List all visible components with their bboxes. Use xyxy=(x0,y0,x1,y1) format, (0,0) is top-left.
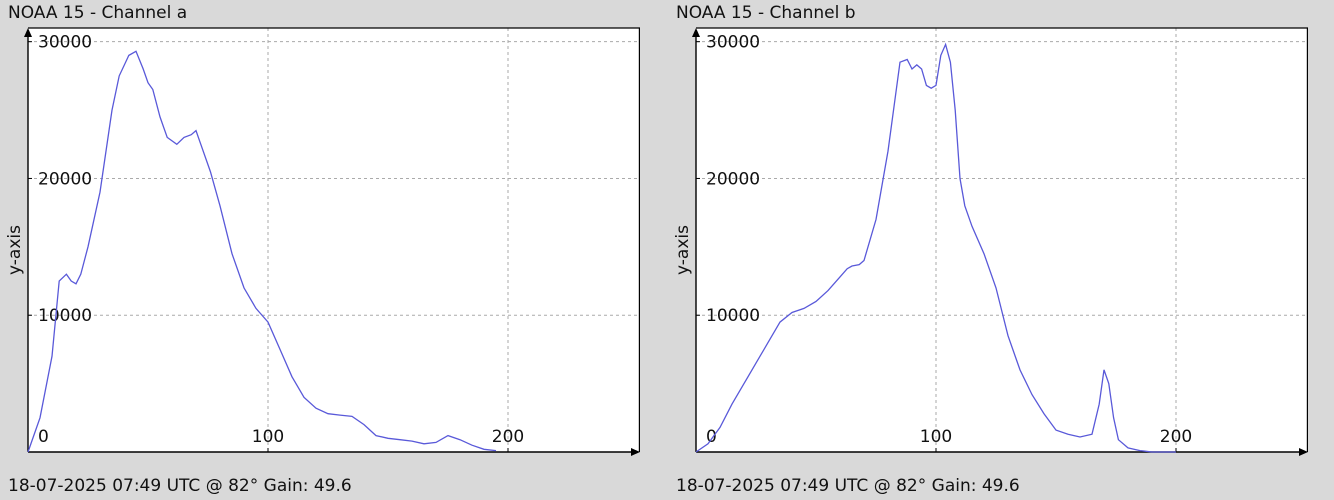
x-tick-label: 100 xyxy=(252,427,284,447)
x-tick-label: 100 xyxy=(920,427,952,447)
chart-panel-channel-a: NOAA 15 - Channel a 0 100 200 10000 20000 300… xyxy=(0,0,640,500)
chart-plot: 0 100 200 10000 20000 30000 y-axis xyxy=(673,27,1308,456)
y-tick-label: 20000 xyxy=(38,169,92,189)
chart-footer: 18-07-2025 07:49 UTC @ 82° Gain: 49.6 xyxy=(676,476,1020,496)
chart-footer: 18-07-2025 07:49 UTC @ 82° Gain: 49.6 xyxy=(8,476,352,496)
x-axis-arrow xyxy=(631,448,640,456)
x-tick-label: 200 xyxy=(492,427,524,447)
y-axis-arrow xyxy=(692,28,700,37)
chart-title: NOAA 15 - Channel a xyxy=(8,3,188,23)
y-tick-label: 30000 xyxy=(38,33,92,53)
chart-panel-channel-b: NOAA 15 - Channel b 0 100 200 10000 20000 300… xyxy=(668,0,1308,500)
x-tick-label: 200 xyxy=(1160,427,1192,447)
x-axis-arrow xyxy=(1299,448,1308,456)
series-line xyxy=(695,42,1176,453)
y-tick-label: 10000 xyxy=(38,306,92,326)
y-axis-title: y-axis xyxy=(5,225,25,275)
y-axis-title: y-axis xyxy=(673,225,693,275)
y-tick-label: 20000 xyxy=(706,169,760,189)
y-tick-label: 10000 xyxy=(706,306,760,326)
plot-area xyxy=(28,28,640,452)
x-tick-label: 0 xyxy=(706,427,717,447)
y-axis-arrow xyxy=(24,28,32,37)
chart-plot: 0 100 200 10000 20000 30000 y-axis xyxy=(5,27,640,456)
y-tick-label: 30000 xyxy=(706,33,760,53)
series-line xyxy=(27,50,497,453)
plot-area xyxy=(696,28,1308,452)
x-tick-label: 0 xyxy=(38,427,49,447)
chart-title: NOAA 15 - Channel b xyxy=(676,3,856,23)
